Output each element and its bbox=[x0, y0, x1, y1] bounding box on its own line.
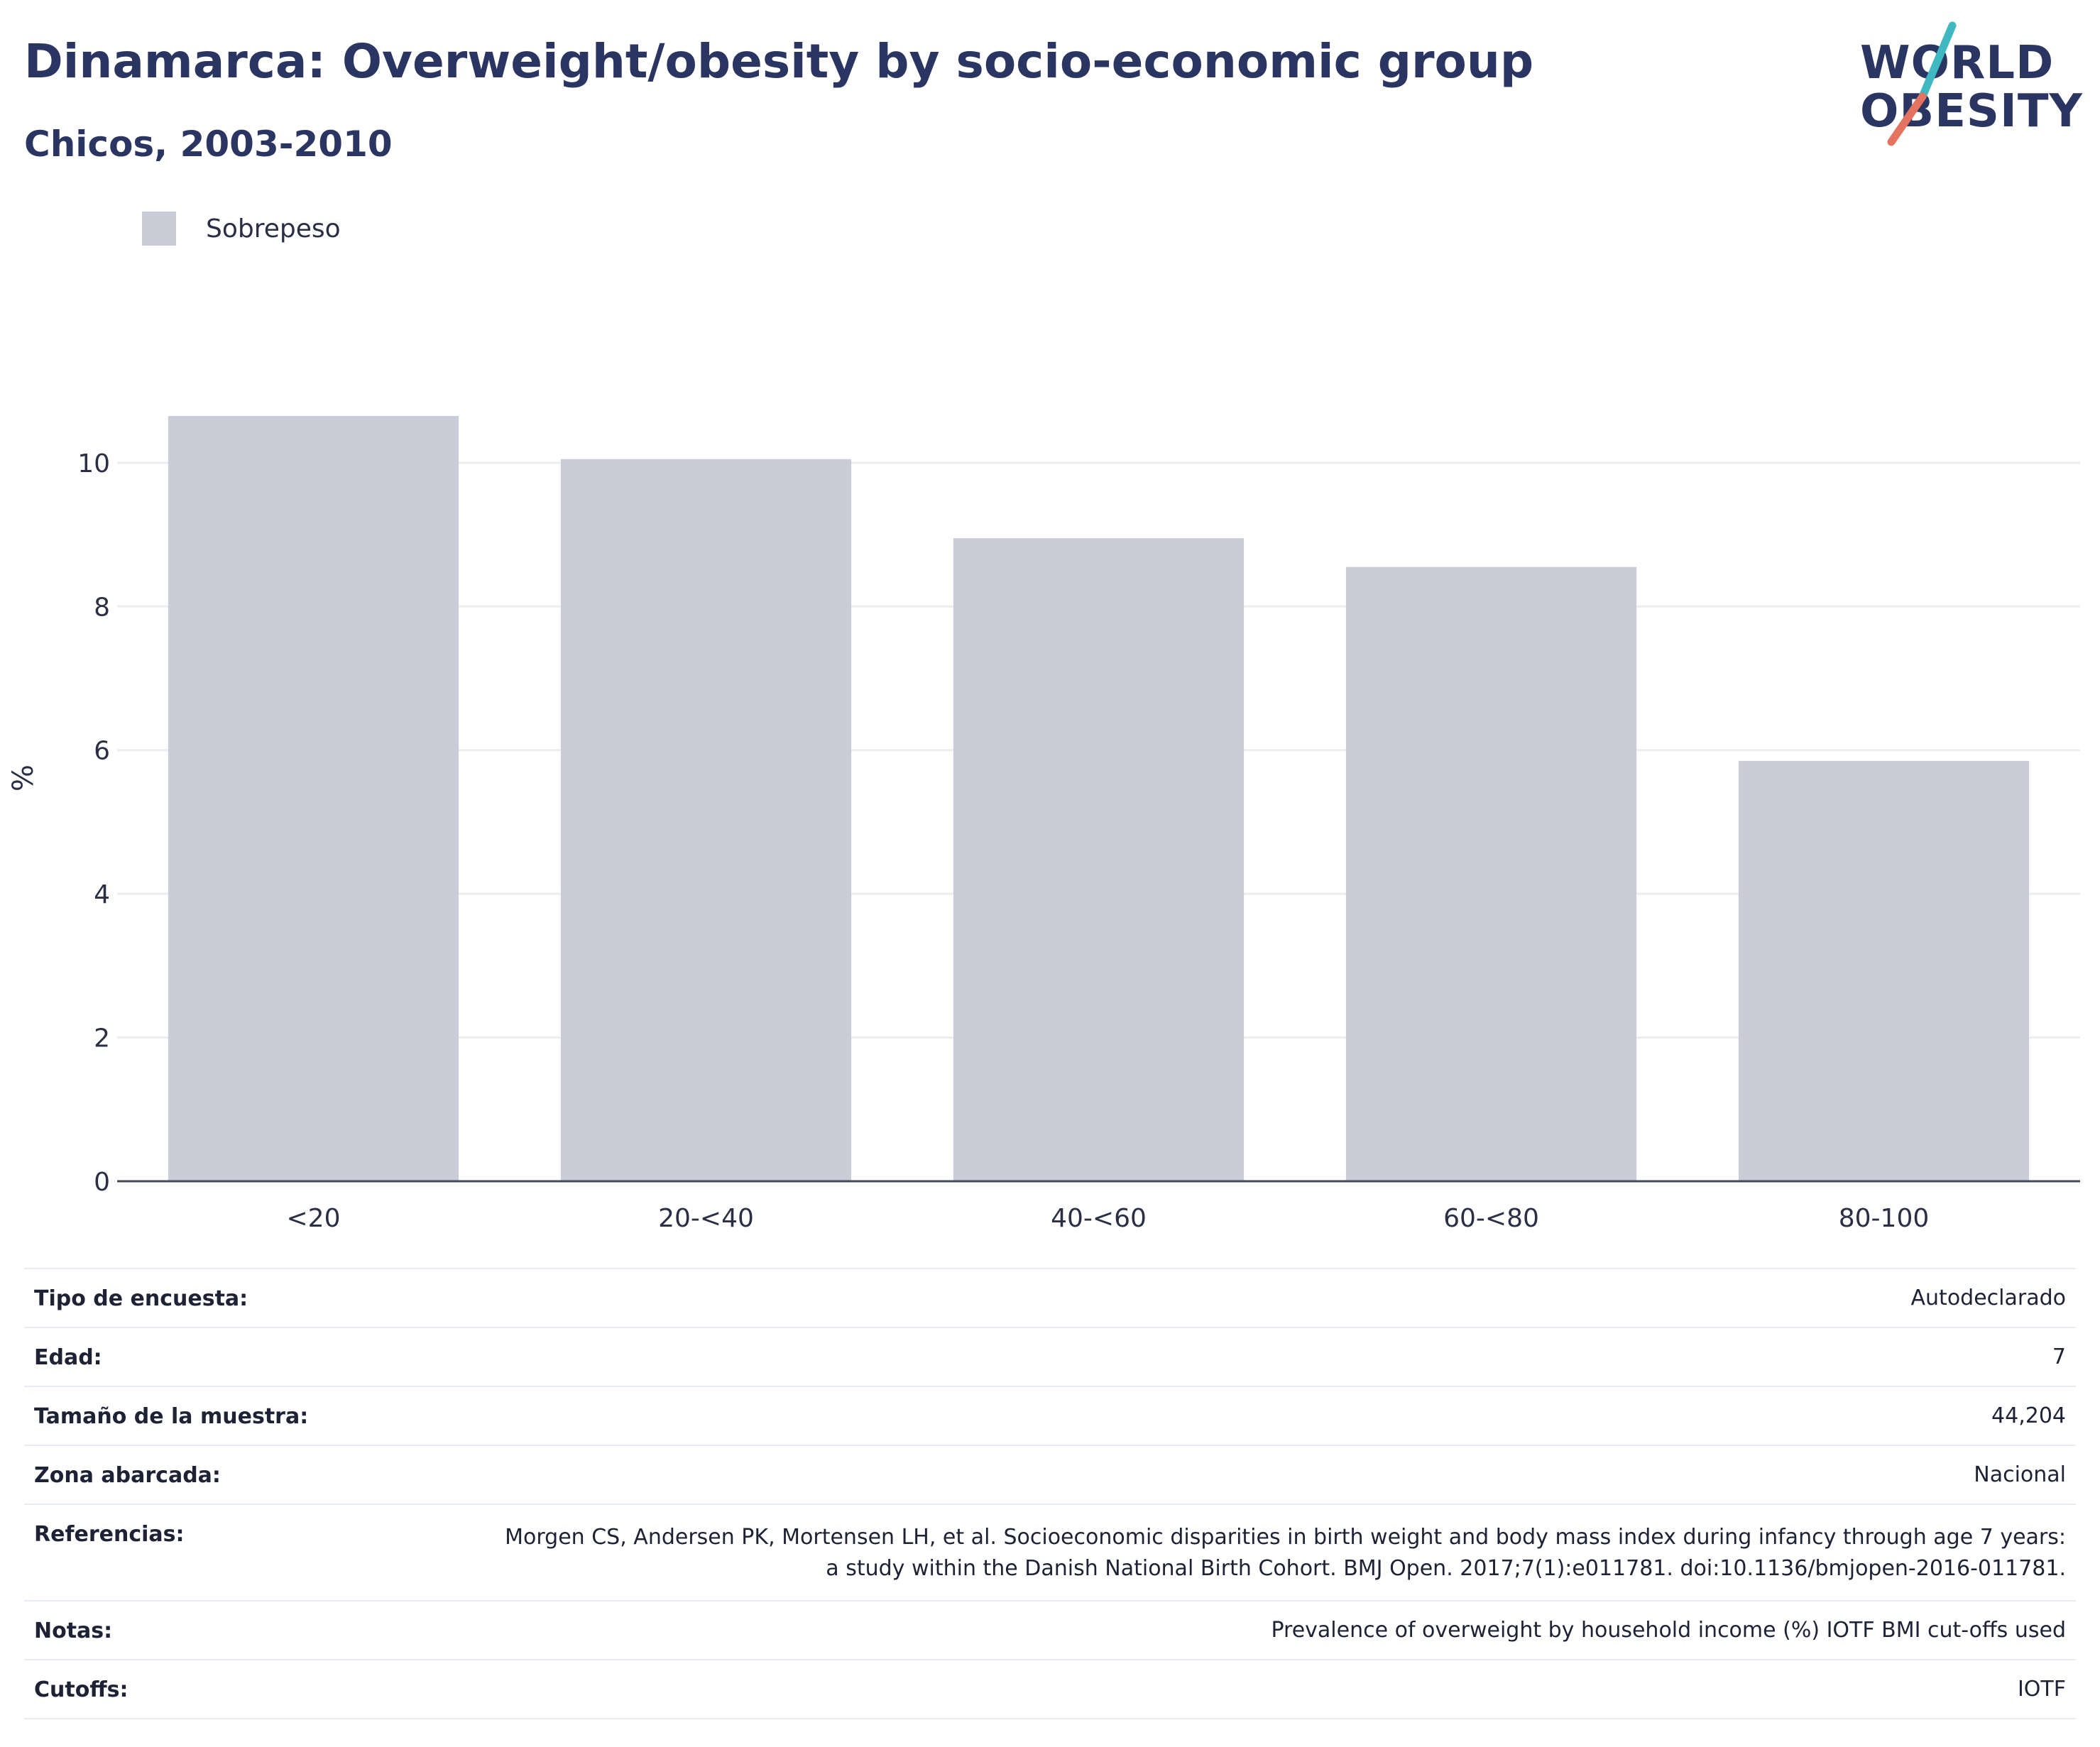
info-row-value: Autodeclarado bbox=[1910, 1286, 2066, 1310]
info-row-key: Cutoffs: bbox=[34, 1677, 128, 1702]
bar-3 bbox=[953, 538, 1245, 1181]
legend-label-sobrepeso: Sobrepeso bbox=[206, 214, 341, 243]
bar-4 bbox=[1345, 566, 1637, 1181]
y-axis-title: % bbox=[7, 765, 40, 792]
info-row-value: IOTF bbox=[2017, 1677, 2066, 1702]
info-row-value: Prevalence of overweight by household in… bbox=[1271, 1618, 2066, 1643]
info-row: Edad: 7 bbox=[24, 1328, 2076, 1387]
info-row-key: Tamaño de la muestra: bbox=[34, 1404, 309, 1429]
logo-text-world: WORLD bbox=[1860, 37, 2055, 89]
info-row-value: 7 bbox=[2052, 1345, 2066, 1369]
logo-slash-icon bbox=[1887, 21, 1957, 146]
x-tick-label: <20 bbox=[287, 1204, 341, 1233]
legend-swatch-sobrepeso bbox=[142, 212, 176, 246]
info-row-value: Morgen CS, Andersen PK, Mortensen LH, et… bbox=[505, 1525, 2066, 1581]
info-row: Tipo de encuesta: Autodeclarado bbox=[24, 1269, 2076, 1328]
x-tick-label: 60-<80 bbox=[1443, 1204, 1539, 1233]
x-tick-label: 80-100 bbox=[1839, 1204, 1930, 1233]
bars bbox=[168, 416, 2030, 1181]
y-tick-label: 8 bbox=[94, 593, 110, 622]
bar-chart: 0 2 4 6 8 10 <20 20-<40 40-<60 60-<80 80-100 % bbox=[7, 416, 2080, 1233]
info-row: Tamaño de la muestra: 44,204 bbox=[24, 1387, 2076, 1446]
chart-subtitle: Chicos, 2003-2010 bbox=[24, 124, 393, 165]
info-row: Cutoffs: IOTF bbox=[24, 1660, 2076, 1719]
y-tick-label: 10 bbox=[77, 449, 110, 478]
info-row-key: Edad: bbox=[34, 1345, 102, 1370]
survey-info-table: Tipo de encuesta: Autodeclarado Edad: 7 Tama… bbox=[24, 1268, 2076, 1719]
y-tick-label: 2 bbox=[94, 1024, 110, 1053]
info-row-key: Notas: bbox=[34, 1619, 113, 1643]
y-tick-label: 0 bbox=[94, 1168, 110, 1197]
x-tick-label: 20-<40 bbox=[658, 1204, 754, 1233]
world-obesity-logo: WORLD OBESITY bbox=[1846, 20, 2087, 155]
x-tick-label: 40-<60 bbox=[1051, 1204, 1147, 1233]
info-row: Referencias: Morgen CS, Andersen PK, Mort… bbox=[24, 1505, 2076, 1601]
bar-2 bbox=[560, 459, 852, 1181]
bar-1 bbox=[168, 416, 459, 1181]
bar-5 bbox=[1738, 760, 2030, 1181]
info-row: Notas: Prevalence of overweight by househ… bbox=[24, 1601, 2076, 1660]
info-row-key: Referencias: bbox=[34, 1522, 185, 1547]
info-row: Zona abarcada: Nacional bbox=[24, 1446, 2076, 1505]
info-row-value: Nacional bbox=[1974, 1462, 2066, 1487]
info-row-key: Tipo de encuesta: bbox=[34, 1286, 248, 1311]
chart-title: Dinamarca: Overweight/obesity by socio-e… bbox=[24, 34, 1534, 89]
y-tick-label: 6 bbox=[94, 737, 110, 766]
info-row-key: Zona abarcada: bbox=[34, 1463, 221, 1488]
x-tick-labels: <20 20-<40 40-<60 60-<80 80-100 bbox=[287, 1204, 1930, 1233]
y-tick-labels: 0 2 4 6 8 10 bbox=[77, 449, 110, 1197]
y-tick-label: 4 bbox=[94, 880, 110, 909]
info-row-value: 44,204 bbox=[1991, 1403, 2066, 1428]
